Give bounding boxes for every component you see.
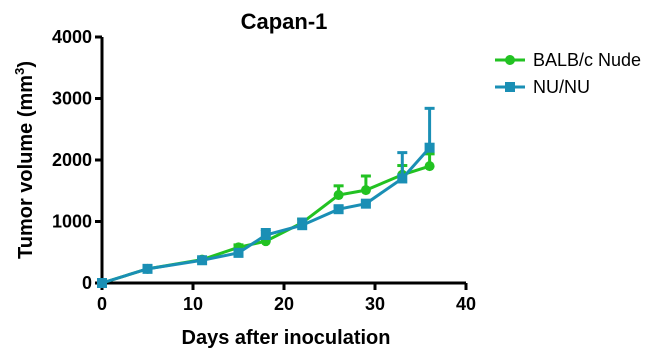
data-point (424, 161, 435, 172)
legend-item: BALB/c Nude (495, 50, 641, 70)
data-point (424, 142, 435, 153)
x-tick-label: 40 (456, 294, 476, 314)
y-axis-label-superscript: 3 (12, 68, 27, 75)
legend-swatch-marker (505, 55, 515, 65)
series-1 (97, 106, 435, 288)
data-point (260, 230, 271, 241)
y-tick-label: 2000 (52, 150, 92, 170)
data-point (197, 255, 208, 266)
legend-label: NU/NU (533, 77, 590, 97)
data-point (333, 204, 344, 215)
x-tick-label: 0 (97, 294, 107, 314)
data-point (397, 173, 408, 184)
x-tick-label: 10 (183, 294, 203, 314)
y-tick-label: 4000 (52, 27, 92, 47)
data-point (297, 220, 308, 231)
y-axis-label: Tumor volume (mm3) (12, 61, 37, 259)
series-line (101, 146, 431, 285)
y-axis-label-main: Tumor volume (mm (15, 75, 37, 259)
legend-swatch-marker (505, 82, 515, 92)
y-tick-label: 3000 (52, 89, 92, 109)
x-tick-label: 20 (274, 294, 294, 314)
y-axis-label-suffix: ) (15, 61, 37, 68)
data-point (333, 190, 344, 201)
legend-label: BALB/c Nude (533, 50, 641, 70)
plot-area (97, 106, 435, 288)
data-point (233, 247, 244, 258)
y-tick-label: 0 (82, 273, 92, 293)
legend-item: NU/NU (495, 77, 590, 97)
data-point (360, 185, 371, 196)
ticks: 0 10 20 30 40 0 1000 2000 3000 4000 (52, 27, 476, 314)
data-point (360, 198, 371, 209)
data-point (97, 278, 107, 288)
x-tick-label: 30 (365, 294, 385, 314)
y-tick-label: 1000 (52, 212, 92, 232)
data-point (142, 263, 153, 274)
legend: BALB/c Nude NU/NU (495, 50, 641, 97)
axes (100, 37, 466, 285)
x-axis-label: Days after inoculation (182, 327, 391, 349)
chart-title: Capan-1 (241, 9, 328, 34)
